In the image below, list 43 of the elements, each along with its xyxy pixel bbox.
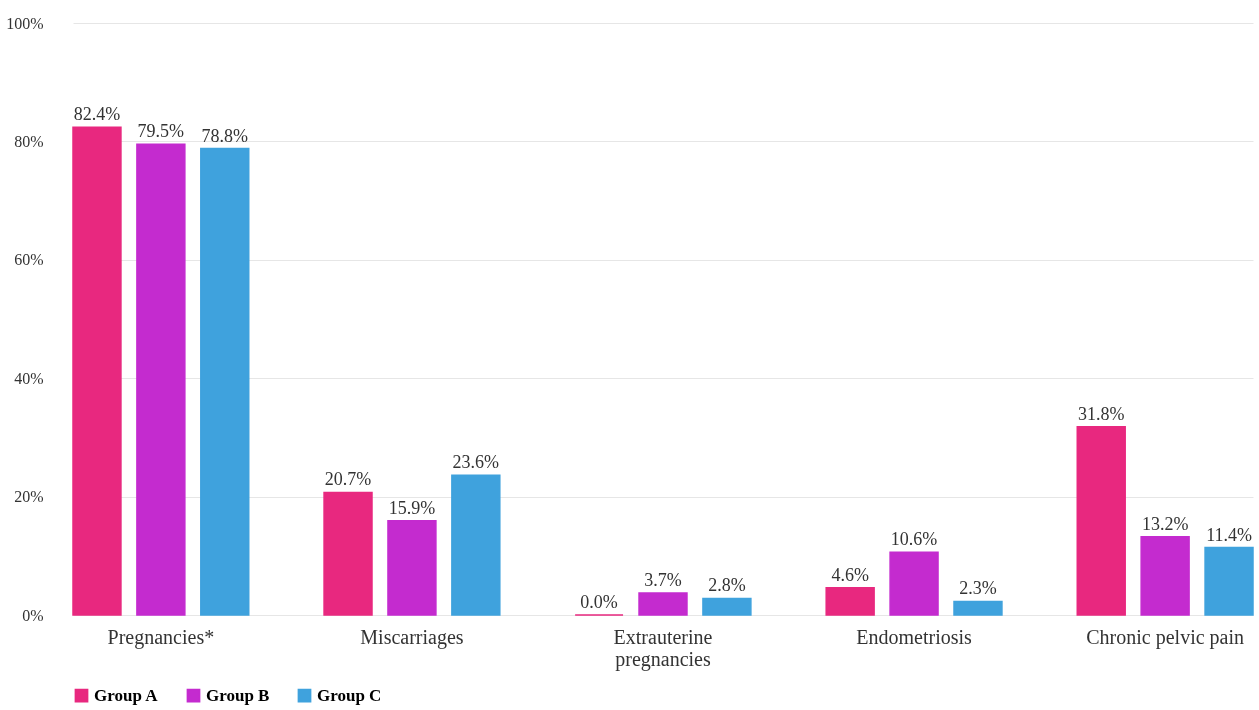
data-label: 23.6% xyxy=(452,452,500,473)
data-label: 15.9% xyxy=(388,497,436,518)
bar xyxy=(702,597,752,616)
bar xyxy=(387,520,437,616)
data-label: 82.4% xyxy=(73,104,121,125)
bar xyxy=(136,143,186,616)
data-label: 3.7% xyxy=(644,570,682,591)
y-tick-label: 60% xyxy=(14,251,44,269)
bar xyxy=(200,147,250,616)
data-label: 0.0% xyxy=(580,592,618,612)
y-tick-label: 100% xyxy=(6,14,44,32)
data-label: 4.6% xyxy=(831,564,869,585)
y-tick-label: 80% xyxy=(14,132,44,150)
bar xyxy=(638,592,688,616)
x-tick-label: Pregnancies* xyxy=(107,625,215,649)
bar xyxy=(1076,425,1126,616)
data-label: 31.8% xyxy=(1077,403,1125,424)
bar xyxy=(323,491,373,616)
bar xyxy=(825,587,875,616)
legend-label: Group B xyxy=(206,685,270,705)
data-label: 78.8% xyxy=(201,125,249,146)
data-label: 13.2% xyxy=(1141,513,1189,534)
y-tick-label: 0% xyxy=(22,606,44,624)
data-label: 11.4% xyxy=(1206,524,1252,545)
bar xyxy=(889,551,939,616)
x-tick-label: Extrauterine pregnancies xyxy=(613,625,713,671)
data-label: 2.8% xyxy=(708,575,746,596)
legend-label: Group C xyxy=(317,685,382,705)
x-tick-label: Endometriosis xyxy=(856,625,973,648)
y-tick-label: 40% xyxy=(14,369,44,387)
bar xyxy=(72,126,122,616)
y-tick-label: 20% xyxy=(14,488,44,506)
data-label: 79.5% xyxy=(137,121,185,142)
data-label: 10.6% xyxy=(890,529,938,550)
bar xyxy=(953,600,1003,616)
x-tick-label: Miscarriages xyxy=(360,625,464,649)
bar xyxy=(451,474,501,616)
x-tick-label: Chronic pelvic pain xyxy=(1086,625,1244,649)
data-label: 2.3% xyxy=(959,578,997,599)
bar xyxy=(1140,536,1190,616)
bar xyxy=(1204,546,1254,616)
legend-label: Group A xyxy=(94,685,159,705)
data-label: 20.7% xyxy=(324,469,372,490)
